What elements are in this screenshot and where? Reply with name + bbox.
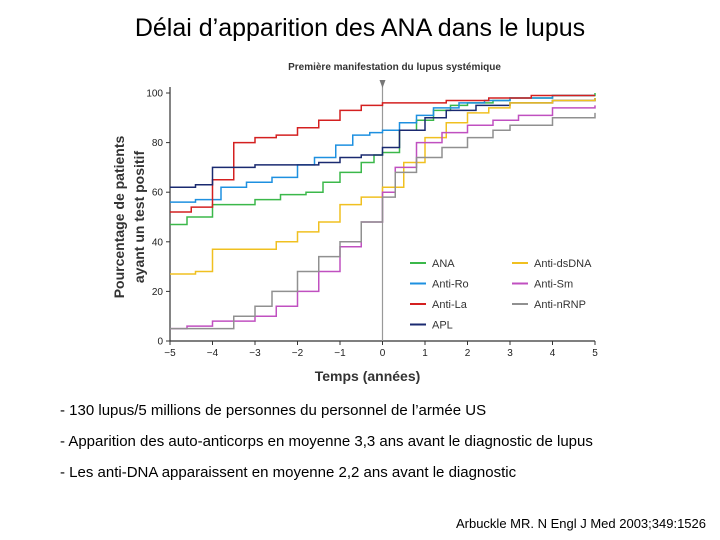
legend-label: Anti-nRNP	[534, 299, 586, 311]
annotation-label: Première manifestation du lupus systémiq…	[288, 62, 501, 73]
legend-label: Anti-Ro	[432, 279, 469, 291]
series-line-anti-la	[170, 94, 595, 213]
bullet-1: - 130 lupus/5 millions de personnes du p…	[60, 402, 487, 419]
chart-series	[170, 93, 596, 330]
x-tick-label: −3	[249, 348, 261, 359]
chart-axes: −5 −4 −3 −2 −1 0 1 2 3 4 5 0 20 40 60 80 100 Première man…	[111, 62, 598, 384]
x-axis-label: Temps (années)	[315, 368, 421, 384]
bullet-2: - Apparition des auto-anticorps en moyen…	[60, 433, 593, 450]
x-tick-label: 1	[422, 348, 428, 359]
legend-label: Anti-La	[432, 299, 468, 311]
x-tick-label: −1	[334, 348, 346, 359]
y-tick-label: 100	[146, 89, 163, 100]
y-tick-label: 60	[152, 188, 164, 199]
y-axis-label: Pourcentage de patients	[111, 135, 127, 298]
legend-label: ANA	[432, 258, 455, 270]
cumulative-chart: −5 −4 −3 −2 −1 0 1 2 3 4 5 0 20 40 60 80 100 Première man…	[111, 62, 598, 384]
x-tick-label: −4	[207, 348, 219, 359]
x-tick-label: 2	[465, 348, 471, 359]
slide-title: Délai d’apparition des ANA dans le lupus	[134, 14, 586, 42]
series-line-anti-ro	[170, 94, 595, 203]
x-tick-label: 5	[592, 348, 598, 359]
legend-label: Anti-dsDNA	[534, 258, 592, 270]
chart-legend: ANA Anti-Ro Anti-La APL Anti-dsDNA Anti-Sm Ant…	[410, 258, 592, 332]
bullet-3: - Les anti-DNA apparaissent en moyenne 2…	[60, 464, 517, 481]
y-tick-label: 20	[152, 287, 164, 298]
y-tick-label: 40	[152, 237, 164, 248]
series-line-anti-nrnp	[170, 112, 596, 330]
legend-label: Anti-Sm	[534, 279, 573, 291]
x-tick-label: 3	[507, 348, 513, 359]
x-tick-label: 4	[550, 348, 556, 359]
citation: Arbuckle MR. N Engl J Med 2003;349:1526	[455, 516, 706, 531]
x-tick-label: −2	[292, 348, 304, 359]
legend-label: APL	[432, 320, 453, 332]
x-tick-label: −5	[164, 348, 176, 359]
reference-arrow	[379, 80, 386, 88]
y-axis-label: ayant un test positif	[131, 151, 147, 284]
y-tick-label: 0	[157, 337, 163, 348]
x-tick-label: 0	[380, 348, 386, 359]
y-tick-label: 80	[152, 138, 164, 149]
bullet-list: - 130 lupus/5 millions de personnes du p…	[60, 402, 710, 495]
